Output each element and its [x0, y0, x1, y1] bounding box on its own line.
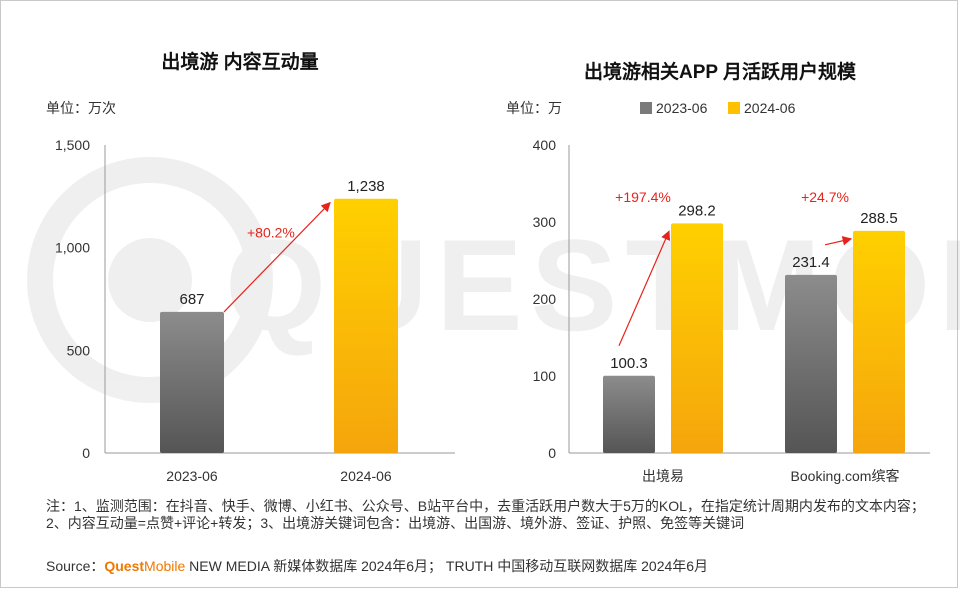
- source-prefix: Source：: [46, 558, 105, 574]
- chart-2-growth-label: +197.4%: [615, 189, 671, 205]
- chart-1-x-tick-label: 2023-06: [166, 468, 218, 484]
- brand-mobile: Mobile: [144, 558, 186, 574]
- chart-2-data-label: 298.2: [678, 202, 716, 219]
- chart-2-growth-arrow: [824, 236, 853, 246]
- watermark-logo-ring: [27, 157, 273, 403]
- chart-1-title: 出境游 内容互动量: [161, 50, 318, 73]
- source-text: NEW MEDIA 新媒体数据库 2024年6月； TRUTH 中国移动互联网数…: [185, 558, 709, 574]
- chart-1-y-tick-label: 500: [67, 342, 91, 358]
- footnote: 注：1、监测范围：在抖音、快手、微博、小红书、公众号、B站平台中，去重活跃用户数…: [46, 498, 925, 531]
- chart-2-title: 出境游相关APP 月活跃用户规模: [584, 60, 857, 83]
- chart-2-y-tick-label: 200: [533, 291, 557, 307]
- chart-2-bar: [853, 230, 905, 453]
- chart-2-legend-swatch: [640, 102, 652, 114]
- chart-2-x-tick-label: Booking.com缤客: [791, 468, 900, 484]
- chart-2-data-label: 231.4: [792, 254, 830, 271]
- chart-1-unit: 单位：万次: [46, 100, 116, 116]
- chart-2-unit: 单位：万: [506, 100, 562, 116]
- chart-1-data-label: 1,238: [347, 178, 385, 195]
- chart-2-legend-label: 2023-06: [656, 100, 708, 116]
- chart-2-growth-arrow: [618, 230, 671, 347]
- chart-2-bar: [603, 375, 655, 453]
- chart-1-bar: [160, 311, 224, 453]
- chart-2-y-tick-label: 100: [533, 368, 557, 384]
- chart-2-legend-swatch: [728, 102, 740, 114]
- chart-2-data-label: 100.3: [610, 355, 648, 372]
- chart-2-y-tick-label: 400: [533, 137, 557, 153]
- chart-2-y-tick-label: 0: [548, 445, 556, 461]
- chart-1-data-label: 687: [179, 291, 204, 308]
- chart-1-y-tick-label: 1,000: [55, 240, 90, 256]
- chart-2-y-tick-label: 300: [533, 214, 557, 230]
- chart-1-growth-arrow: [223, 201, 331, 313]
- chart-2-data-label: 288.5: [860, 210, 898, 227]
- chart-1-x-tick-label: 2024-06: [340, 468, 392, 484]
- chart-2-growth-label: +24.7%: [801, 189, 849, 205]
- watermark-logo-dot: [108, 238, 192, 322]
- chart-2-x-tick-label: 出境易: [642, 468, 684, 484]
- brand-quest: Quest: [104, 558, 145, 574]
- chart-1-bar: [334, 198, 398, 453]
- chart-2-bar: [671, 223, 723, 453]
- chart-2-legend-label: 2024-06: [744, 100, 796, 116]
- source-line: Source：QuestMobile NEW MEDIA 新媒体数据库 2024…: [46, 556, 708, 576]
- chart-1-growth-label: +80.2%: [247, 224, 295, 240]
- chart-2-bar: [785, 274, 837, 453]
- chart-1-y-tick-label: 0: [82, 445, 90, 461]
- chart-1-y-tick-label: 1,500: [55, 137, 90, 153]
